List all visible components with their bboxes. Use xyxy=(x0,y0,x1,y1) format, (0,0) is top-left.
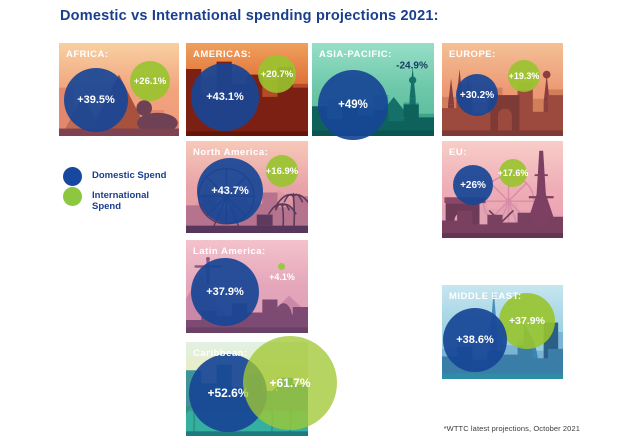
region-card-africa: +39.5% +26.1% AFRICA: xyxy=(59,43,179,136)
region-card-europe: +30.2% +19.3% EUROPE: xyxy=(442,43,563,136)
legend-label-international: International Spend xyxy=(92,189,150,213)
international-value-label: +4.1% xyxy=(269,272,295,282)
international-value-label: +26.1% xyxy=(133,75,167,87)
international-value-label: +16.9% xyxy=(265,165,299,177)
domestic-value-label: +30.2% xyxy=(459,89,495,101)
region-name-label: North America: xyxy=(193,147,269,158)
region-name-label: EUROPE: xyxy=(449,49,496,60)
international-bubble: +19.3% xyxy=(508,60,540,92)
region-card-americas: +43.1% +20.7% AMERICAS: xyxy=(186,43,308,136)
domestic-value-label: +38.6% xyxy=(456,334,494,346)
scene-illustration-eu xyxy=(442,150,563,238)
domestic-spend-dot-icon xyxy=(63,167,82,186)
international-value-label: +37.9% xyxy=(509,315,545,327)
footnote: *WTTC latest projections, October 2021 xyxy=(443,424,580,433)
international-bubble: +37.9% xyxy=(499,293,555,349)
region-name-label: EU: xyxy=(449,147,467,158)
legend-item-international: International Spend xyxy=(63,187,170,213)
international-spend-dot-icon xyxy=(63,187,82,206)
region-card-north-america: +43.7% +16.9% North America: xyxy=(186,141,308,233)
international-value-label: +20.7% xyxy=(260,68,294,80)
domestic-value-label: +37.9% xyxy=(206,286,244,298)
domestic-bubble: +43.7% xyxy=(197,158,263,224)
region-name-label: MIDDLE EAST: xyxy=(449,291,522,302)
region-name-label: ASIA-PACIFIC: xyxy=(319,49,392,60)
page-title: Domestic vs International spending proje… xyxy=(60,8,439,24)
international-value-text: -24.9% xyxy=(396,60,428,72)
region-card-caribbean: +52.6% +61.7% Caribbean: xyxy=(186,336,337,436)
domestic-value-label: +26% xyxy=(460,179,486,191)
domestic-value-label: +43.1% xyxy=(206,91,244,103)
domestic-bubble: +37.9% xyxy=(191,258,259,326)
international-bubble: +16.9% xyxy=(266,155,298,187)
legend-label-domestic: Domestic Spend xyxy=(92,169,167,181)
region-card-eu: +26% +17.6% EU: xyxy=(442,141,563,238)
legend: Domestic Spend International Spend xyxy=(63,167,170,214)
domestic-bubble: +26% xyxy=(453,165,493,205)
domestic-bubble: +43.1% xyxy=(191,63,259,131)
international-value-label: +61.7% xyxy=(269,376,311,390)
domestic-bubble: +49% xyxy=(318,70,388,140)
region-card-latin-america: +37.9% +4.1% Latin America: xyxy=(186,240,308,333)
region-name-label: AMERICAS: xyxy=(193,49,252,60)
international-bubble: +26.1% xyxy=(130,61,170,101)
domestic-value-label: +49% xyxy=(338,99,368,111)
region-name-label: Latin America: xyxy=(193,246,266,257)
domestic-bubble: +30.2% xyxy=(456,74,498,116)
domestic-bubble: +38.6% xyxy=(443,308,507,372)
domestic-value-label: +52.6% xyxy=(207,386,249,400)
international-bubble: +17.6% xyxy=(497,159,529,187)
international-bubble: +20.7% xyxy=(258,55,296,93)
international-bubble: +61.7% xyxy=(243,336,337,430)
region-name-label: Caribbean: xyxy=(193,348,248,359)
region-name-label: AFRICA: xyxy=(66,49,109,60)
domestic-value-label: +43.7% xyxy=(211,185,249,197)
international-value-label: +19.3% xyxy=(508,71,540,81)
international-value-label: +17.6% xyxy=(497,168,529,178)
legend-item-domestic: Domestic Spend xyxy=(63,167,170,186)
international-bubble xyxy=(277,262,285,270)
domestic-bubble: +39.5% xyxy=(64,68,128,132)
domestic-value-label: +39.5% xyxy=(77,94,115,106)
region-card-asia-pacific: +49% -24.9% ASIA-PACIFIC: xyxy=(312,43,434,140)
region-card-middle-east: +38.6% +37.9% MIDDLE EAST: xyxy=(442,285,563,379)
